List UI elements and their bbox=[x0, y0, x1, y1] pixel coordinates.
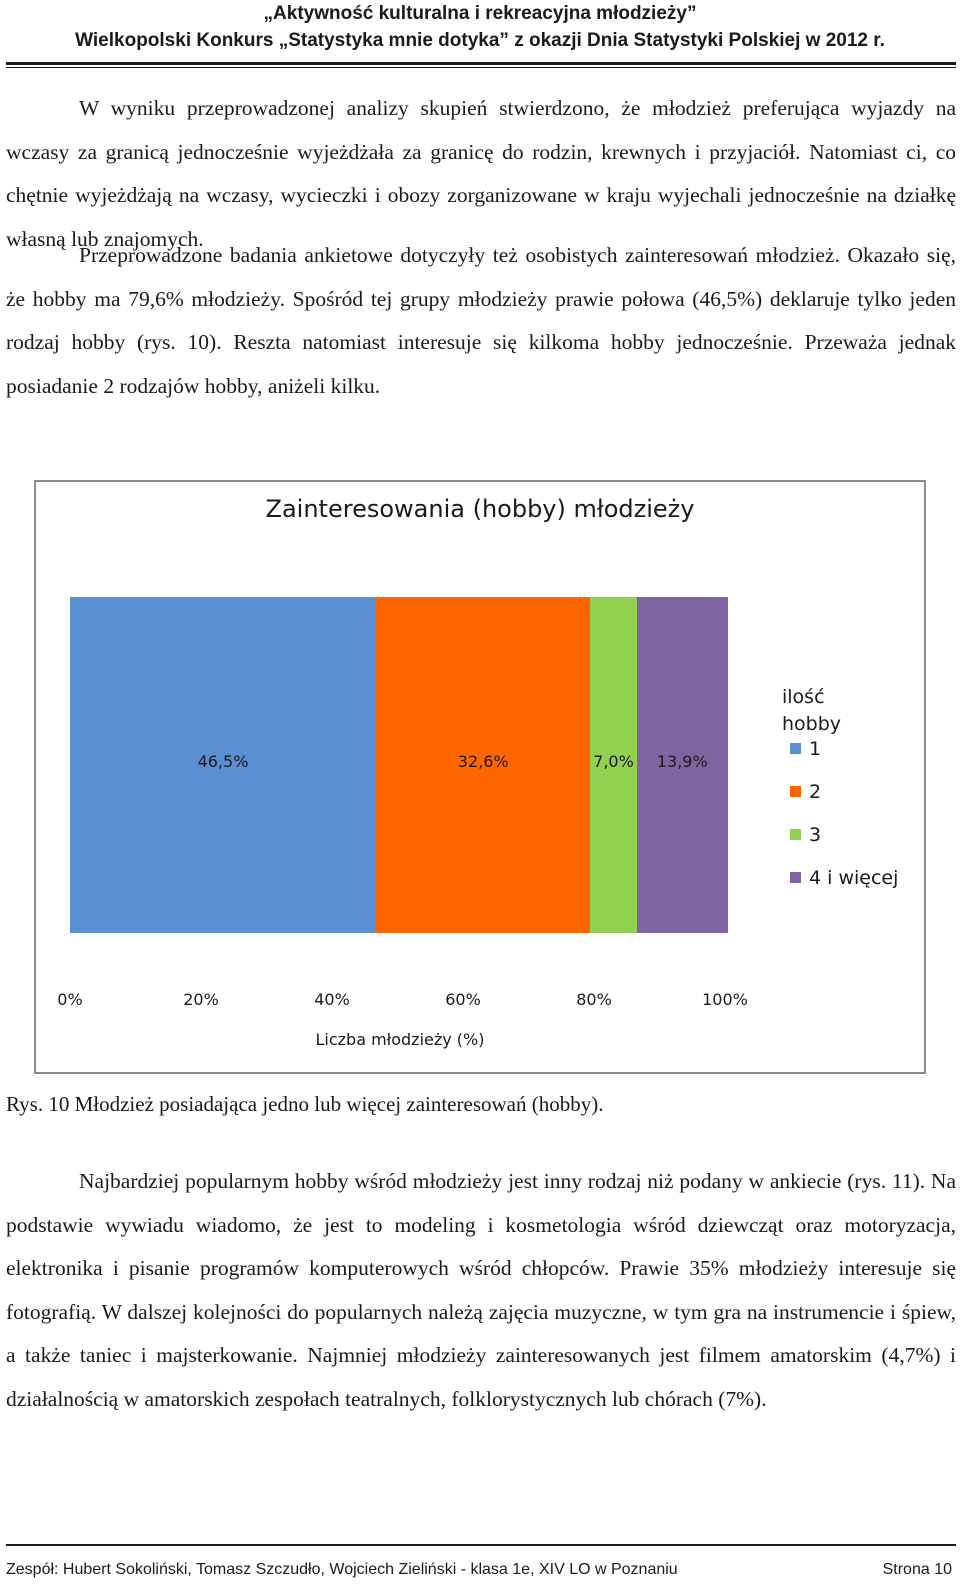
legend-swatch bbox=[790, 872, 801, 883]
bar-segment-4 bbox=[636, 597, 728, 933]
header-subtitle: Wielkopolski Konkurs „Statystyka mnie do… bbox=[75, 30, 885, 51]
data-label-1: 46,5% bbox=[197, 752, 249, 771]
bar-segment-1 bbox=[70, 597, 376, 933]
x-tick-label: 60% bbox=[445, 990, 481, 1009]
x-axis-label: Liczba młodzieży (%) bbox=[315, 1030, 485, 1049]
x-tick-label: 0% bbox=[57, 990, 83, 1009]
legend-swatch bbox=[790, 743, 801, 754]
x-tick-label: 100% bbox=[702, 990, 748, 1009]
footer-authors: Zespół: Hubert Sokoliński, Tomasz Szczud… bbox=[6, 1561, 678, 1578]
x-tick-label: 80% bbox=[576, 990, 612, 1009]
legend-swatch bbox=[790, 829, 801, 840]
paragraph-1: W wyniku przeprowadzonej analizy skupień… bbox=[6, 96, 956, 251]
legend-label: 3 bbox=[809, 824, 822, 846]
legend-label: 1 bbox=[809, 738, 822, 760]
page-header: „Aktywność kulturalna i rekreacyjna młod… bbox=[0, 0, 960, 54]
legend-title: ilość hobby bbox=[782, 686, 842, 735]
data-label-3: 7,0% bbox=[593, 752, 634, 771]
paragraph-3: Najbardziej popularnym hobby wśród młodz… bbox=[6, 1169, 956, 1411]
x-tick-label: 20% bbox=[183, 990, 219, 1009]
footer-page-number: Strona 10 bbox=[882, 1561, 952, 1578]
paragraph-2: Przeprowadzone badania ankietowe dotyczy… bbox=[6, 243, 956, 398]
bar-segment-3 bbox=[590, 597, 637, 933]
legend-swatch bbox=[790, 786, 801, 797]
data-label-4: 13,9% bbox=[656, 752, 708, 771]
header-rule-thin bbox=[6, 67, 956, 68]
bar-segment-2 bbox=[375, 597, 591, 933]
legend-label: 4 i więcej bbox=[809, 867, 899, 889]
data-label-2: 32,6% bbox=[457, 752, 509, 771]
legend-label: 2 bbox=[809, 781, 822, 803]
footer-rule bbox=[6, 1544, 956, 1546]
header-title: „Aktywność kulturalna i rekreacyjna młod… bbox=[263, 3, 697, 24]
x-tick-label: 40% bbox=[314, 990, 350, 1009]
chart-title: Zainteresowania (hobby) młodzieży bbox=[265, 495, 695, 523]
header-rule bbox=[6, 62, 956, 65]
figure-caption: Rys. 10 Młodzież posiadająca jedno lub w… bbox=[6, 1092, 604, 1116]
